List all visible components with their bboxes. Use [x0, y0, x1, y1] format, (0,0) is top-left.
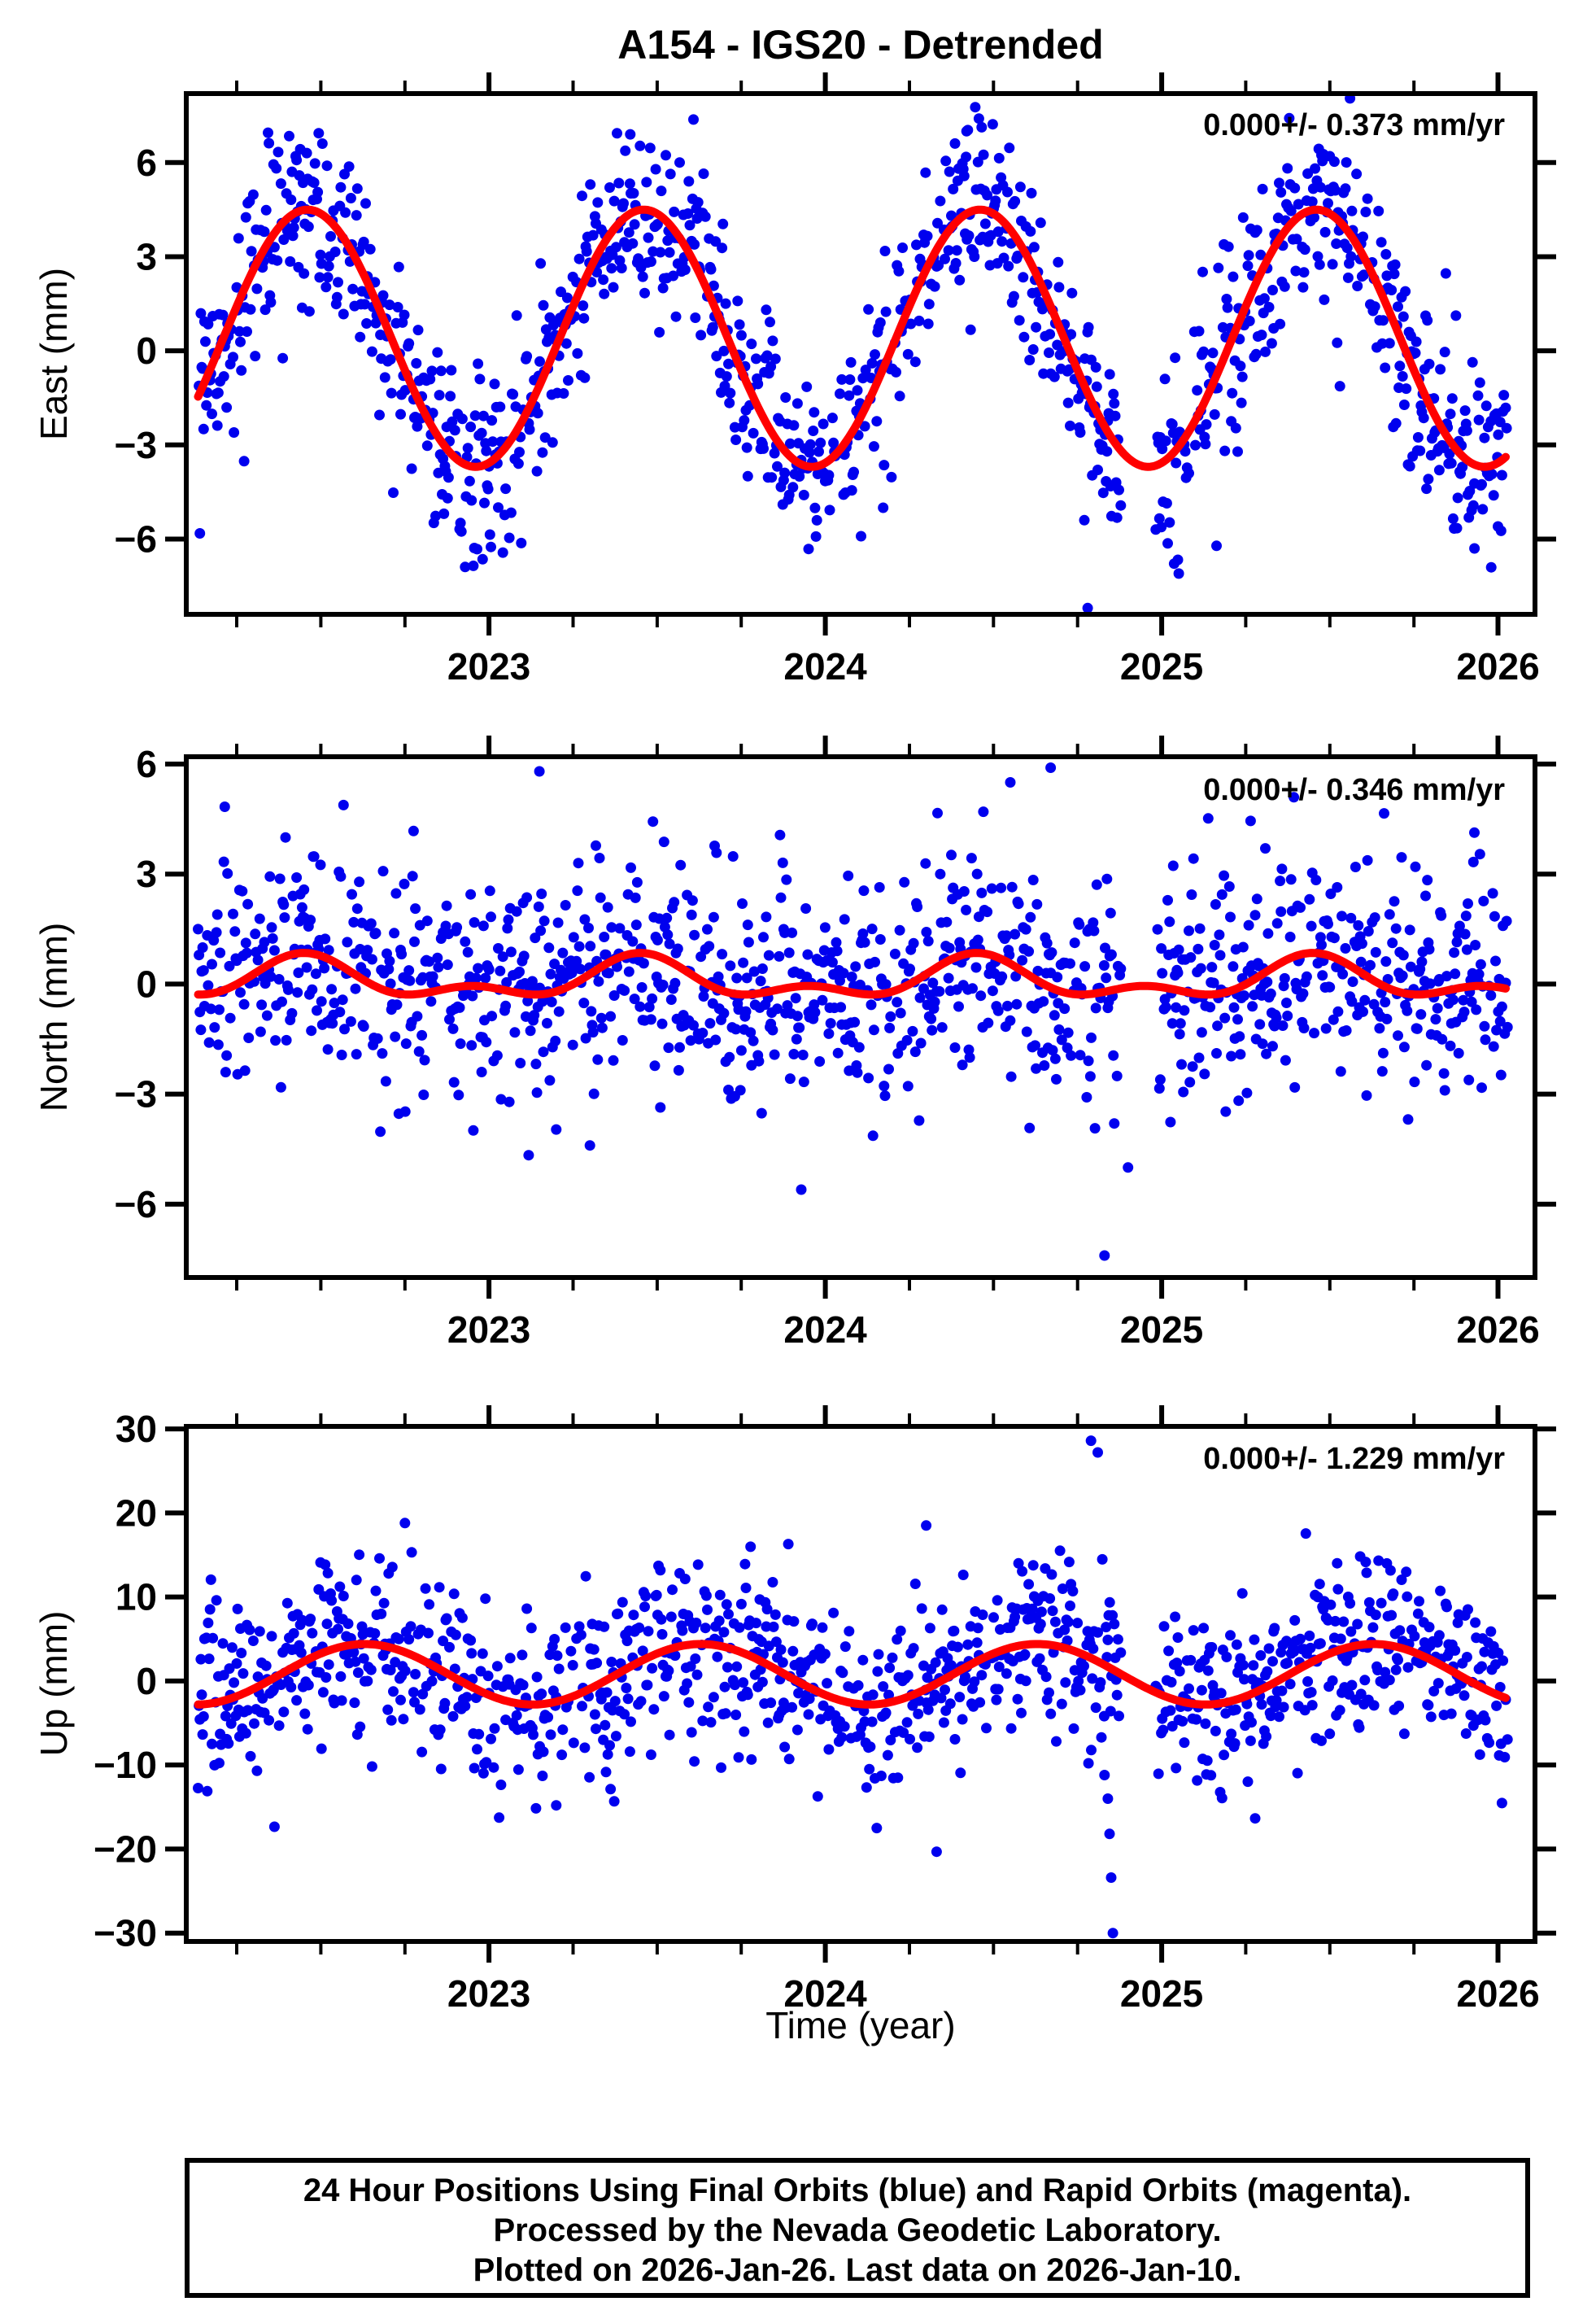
east-scatter-points	[194, 94, 1512, 614]
north-ytick-label: −3	[115, 1073, 157, 1116]
up-outlier-point	[1085, 1435, 1097, 1447]
north-ytick-label: 3	[136, 853, 157, 895]
north-scatter-points	[193, 762, 1513, 1261]
east-ytick-label: 0	[136, 330, 157, 372]
east-outlier-point	[961, 125, 972, 137]
east-outlier-point	[1082, 602, 1093, 614]
up-ytick-label: 30	[116, 1408, 157, 1450]
up-ticks: 2023 2024 2025 2026 30 20 10 0 −10 −20 −30	[94, 1405, 1556, 2015]
north-outlier-point	[1099, 1250, 1110, 1261]
east-outlier-point	[1485, 561, 1497, 573]
up-outlier-point	[1107, 1928, 1119, 1939]
up-ytick-label: 10	[116, 1576, 157, 1618]
north-outlier-point	[534, 766, 545, 777]
up-xtick-label: 2023	[447, 1972, 530, 2015]
up-model-curve	[194, 1640, 1510, 1709]
north-frame	[184, 754, 1537, 1280]
up-outlier-point	[1099, 1770, 1110, 1780]
up-scatter-points	[193, 1435, 1513, 1939]
east-ytick-label: 6	[136, 142, 157, 184]
up-ytick-label: −30	[94, 1912, 157, 1954]
up-ytick-label: 0	[136, 1660, 157, 1702]
north-model-curve	[194, 949, 1510, 999]
up-outlier-point	[1102, 1793, 1114, 1804]
panel-annotation-east: 0.000+/- 0.373 mm/yr	[1203, 108, 1505, 142]
up-outlier-point	[1104, 1828, 1115, 1840]
plot-title: A154 - IGS20 - Detrended	[617, 22, 1104, 68]
caption-line-1: 24 Hour Positions Using Final Orbits (bl…	[303, 2173, 1412, 2208]
up-ytick-label: −10	[94, 1744, 157, 1786]
east-panel: 2023 2024 2025 2026 6 3 0 −3 −6	[115, 72, 1556, 688]
east-xtick-label: 2025	[1120, 645, 1203, 688]
east-xtick-label: 2023	[447, 645, 530, 688]
east-ytick-label: 3	[136, 236, 157, 278]
north-outlier-point	[1045, 762, 1057, 773]
north-ytick-label: 0	[136, 963, 157, 1005]
up-outlier-point	[921, 1520, 932, 1531]
north-outlier-point	[1005, 777, 1016, 788]
up-panel: 2023 2024 2025 2026 30 20 10 0 −10 −20 −30	[94, 1405, 1556, 2015]
up-outlier-point	[1092, 1447, 1103, 1458]
north-outlier-point	[584, 1140, 595, 1151]
caption-line-2: Processed by the Nevada Geodetic Laborat…	[493, 2212, 1222, 2248]
up-xtick-label: 2026	[1456, 1972, 1539, 2015]
east-xtick-label: 2026	[1456, 645, 1539, 688]
north-xtick-label: 2024	[783, 1308, 867, 1351]
east-frame	[184, 91, 1537, 617]
north-outlier-point	[978, 806, 989, 818]
up-ytick-label: −20	[94, 1828, 157, 1870]
north-xtick-label: 2026	[1456, 1308, 1539, 1351]
y-axis-label-north: North (mm)	[33, 922, 75, 1112]
up-ytick-label: 20	[116, 1491, 157, 1534]
north-ytick-label: −6	[115, 1183, 157, 1225]
east-ytick-label: −3	[115, 424, 157, 466]
up-xtick-label: 2024	[783, 1972, 867, 2015]
east-outlier-point	[625, 129, 636, 140]
up-frame	[184, 1424, 1537, 1944]
north-ticks: 2023 2024 2025 2026 6 3 0 −3 −6	[115, 736, 1556, 1351]
caption-line-3: Plotted on 2026-Jan-26. Last data on 202…	[473, 2252, 1242, 2288]
x-axis-label: Time (year)	[765, 2004, 956, 2046]
east-xtick-label: 2024	[783, 645, 867, 688]
east-outlier-point	[1493, 521, 1503, 532]
up-outlier-point	[399, 1518, 411, 1529]
east-outlier-point	[1469, 543, 1480, 554]
north-panel: 2023 2024 2025 2026 6 3 0 −3 −6	[115, 736, 1556, 1351]
east-ticks: 2023 2024 2025 2026 6 3 0 −3 −6	[115, 72, 1556, 688]
north-xtick-label: 2025	[1120, 1308, 1203, 1351]
north-outlier-point	[1123, 1162, 1134, 1173]
east-ytick-label: −6	[115, 518, 157, 561]
east-outlier-point	[1079, 514, 1090, 526]
up-outlier-point	[551, 1800, 562, 1811]
panel-annotation-north: 0.000+/- 0.346 mm/yr	[1203, 773, 1505, 807]
y-axis-label-east: East (mm)	[33, 267, 75, 441]
panel-annotation-up: 0.000+/- 1.229 mm/yr	[1203, 1442, 1505, 1476]
north-xtick-label: 2023	[447, 1308, 530, 1351]
y-axis-label-up: Up (mm)	[33, 1610, 75, 1757]
up-outlier-point	[1105, 1872, 1117, 1883]
north-ytick-label: 6	[136, 743, 157, 785]
caption-box: 24 Hour Positions Using Final Orbits (bl…	[185, 2158, 1530, 2298]
up-xtick-label: 2025	[1120, 1972, 1203, 2015]
east-model-curve	[194, 205, 1510, 471]
